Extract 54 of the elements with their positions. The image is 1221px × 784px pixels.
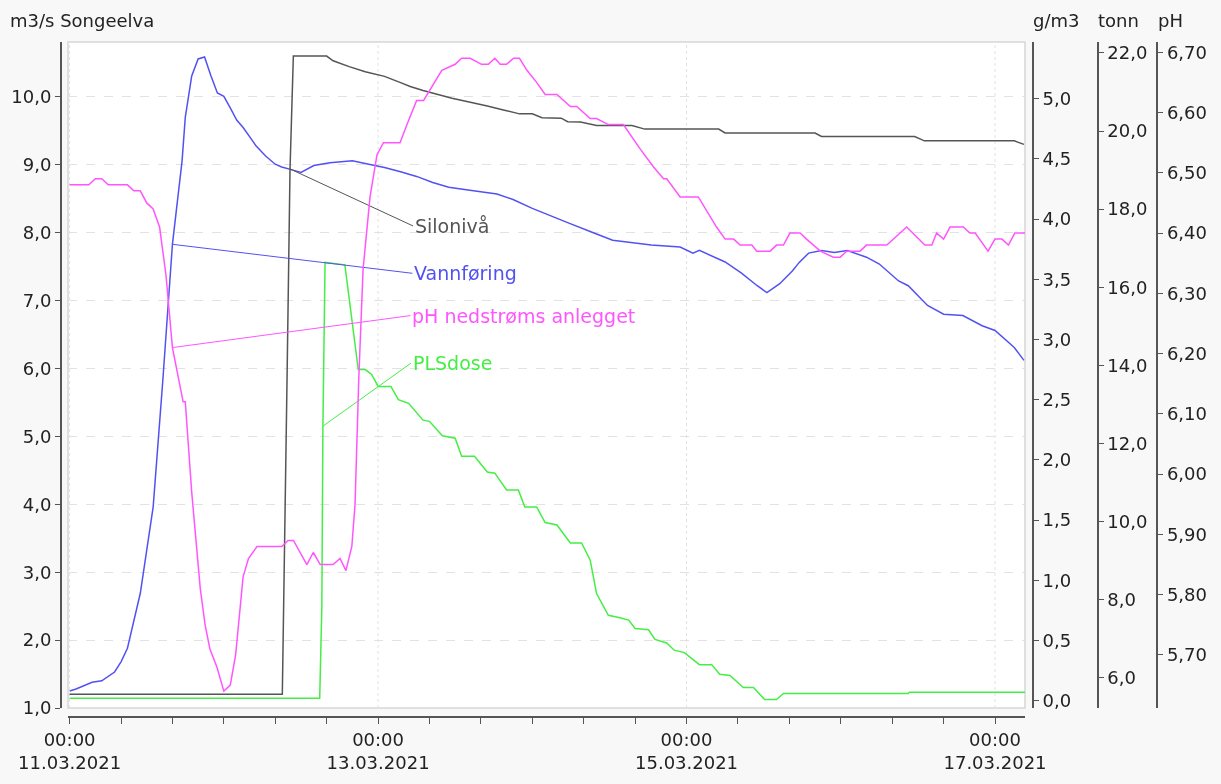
y2-tick-label: 2,0 [1042,449,1072,471]
y-tick-label: 7,0 [22,289,52,311]
y3-tick-label: 16,0 [1107,276,1148,298]
y3-tick-label: 6,0 [1107,667,1136,689]
y3-tick-label: 10,0 [1107,510,1148,532]
y3-tick-label: 12,0 [1107,432,1148,454]
y-tick-label: 6,20 [1166,342,1207,364]
y3-tick-label: 14,0 [1107,354,1148,376]
y2-tick-label: 2,5 [1042,388,1072,410]
y2-tick-label: 4,0 [1042,208,1072,230]
y-tick-label: 9,0 [22,154,52,176]
y-tick-label: 6,50 [1166,162,1207,184]
line-series [68,261,1025,701]
y-tick-label: 6,40 [1166,222,1207,244]
y3-tick-label: 20,0 [1107,120,1148,142]
y-tick-label: 6,10 [1166,403,1207,425]
y2-tick-label: 3,0 [1042,328,1072,350]
y2-tick-label: 0,5 [1042,629,1072,651]
y-tick-label: 6,70 [1166,41,1207,63]
y-axis-title: pH [1158,10,1183,31]
series-label: PLSdose [413,352,493,374]
y-tick-label: 6,30 [1166,282,1207,304]
y-tick-label: 8,0 [22,222,52,244]
x-tick-label: 00:00 11.03.2021 [18,728,122,773]
y-tick-label: 5,90 [1166,523,1207,545]
y-tick-label: 6,0 [22,357,52,379]
y3-tick-label: 8,0 [1107,589,1136,611]
text: pH nedstrøms anlegget [412,305,636,327]
y-tick-label: 1,0 [22,697,52,719]
text: Vannføring [414,262,517,284]
y-tick-label: 10,0 [11,86,52,108]
y2-tick-label: 5,0 [1042,87,1072,109]
y-tick-label: 5,70 [1166,644,1207,666]
y2-tick-label: 0,0 [1042,690,1072,712]
y-tick-label: 3,0 [22,561,52,583]
y-tick-label: 4,0 [22,493,52,515]
y2-tick-label: 3,5 [1042,268,1072,290]
y2-tick-label: 4,5 [1042,148,1072,170]
x-tick-label: 00:00 17.03.2021 [943,728,1047,773]
y-axis-title: m3/s Songeelva [10,10,155,31]
y3-axis-title: tonn [1098,10,1139,31]
y2-axis-title: g/m3 [1033,10,1080,31]
y2-tick-label: 1,0 [1042,569,1072,591]
y-tick-label: 6,00 [1166,463,1207,485]
y-tick-label: 5,0 [22,425,52,447]
y-tick-label: 6,60 [1166,101,1207,123]
y-tick-label: 2,0 [22,629,52,651]
x-tick-label: 00:00 15.03.2021 [635,728,739,773]
y3-tick-label: 22,0 [1107,42,1148,64]
y2-tick-label: 1,5 [1042,509,1072,531]
y3-tick-label: 18,0 [1107,198,1148,220]
text: Silonivå [415,215,490,237]
y-tick-label: 5,80 [1166,583,1207,605]
x-tick-label: 00:00 13.03.2021 [326,728,430,773]
